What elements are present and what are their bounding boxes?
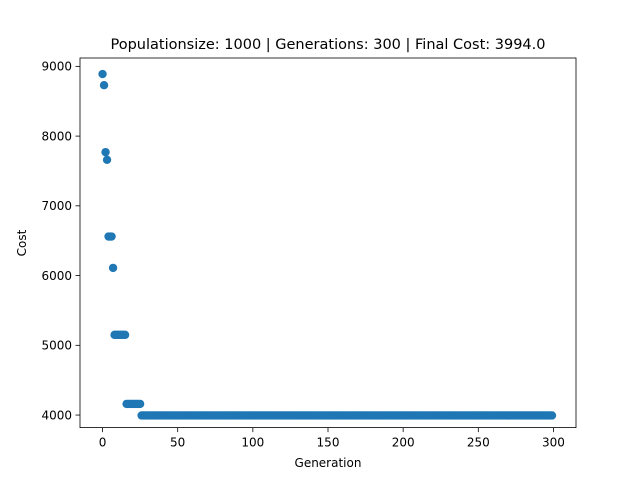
y-tick-label: 5000 xyxy=(41,339,72,353)
data-point xyxy=(547,411,557,420)
data-point xyxy=(102,155,112,165)
y-tick-label: 9000 xyxy=(41,60,72,74)
chart-title: Populationsize: 1000 | Generations: 300 … xyxy=(110,37,545,53)
y-tick-label: 4000 xyxy=(41,408,72,422)
x-tick-label: 150 xyxy=(317,436,340,450)
y-tick-label: 8000 xyxy=(41,129,72,143)
x-axis-ticks: 0 50 100 150 200 250 300 xyxy=(99,427,565,450)
x-tick-label: 50 xyxy=(170,436,185,450)
x-tick-label: 0 xyxy=(99,436,107,450)
x-tick-label: 100 xyxy=(241,436,264,450)
data-point xyxy=(107,232,116,241)
data-point xyxy=(99,81,109,90)
y-tick-label: 6000 xyxy=(41,269,72,283)
y-axis-ticks: 4000 5000 6000 7000 8000 9000 xyxy=(41,60,80,422)
x-tick-label: 200 xyxy=(392,436,415,450)
data-point xyxy=(135,399,145,409)
y-tick-label: 7000 xyxy=(41,199,72,213)
data-point xyxy=(98,69,107,79)
x-tick-label: 300 xyxy=(542,436,565,450)
data-point xyxy=(108,263,118,273)
y-axis-label: Cost xyxy=(15,229,29,256)
x-tick-label: 250 xyxy=(467,436,490,450)
data-points xyxy=(98,69,557,420)
x-axis-label: Generation xyxy=(295,456,362,470)
data-point xyxy=(120,330,130,340)
data-point xyxy=(101,147,110,157)
